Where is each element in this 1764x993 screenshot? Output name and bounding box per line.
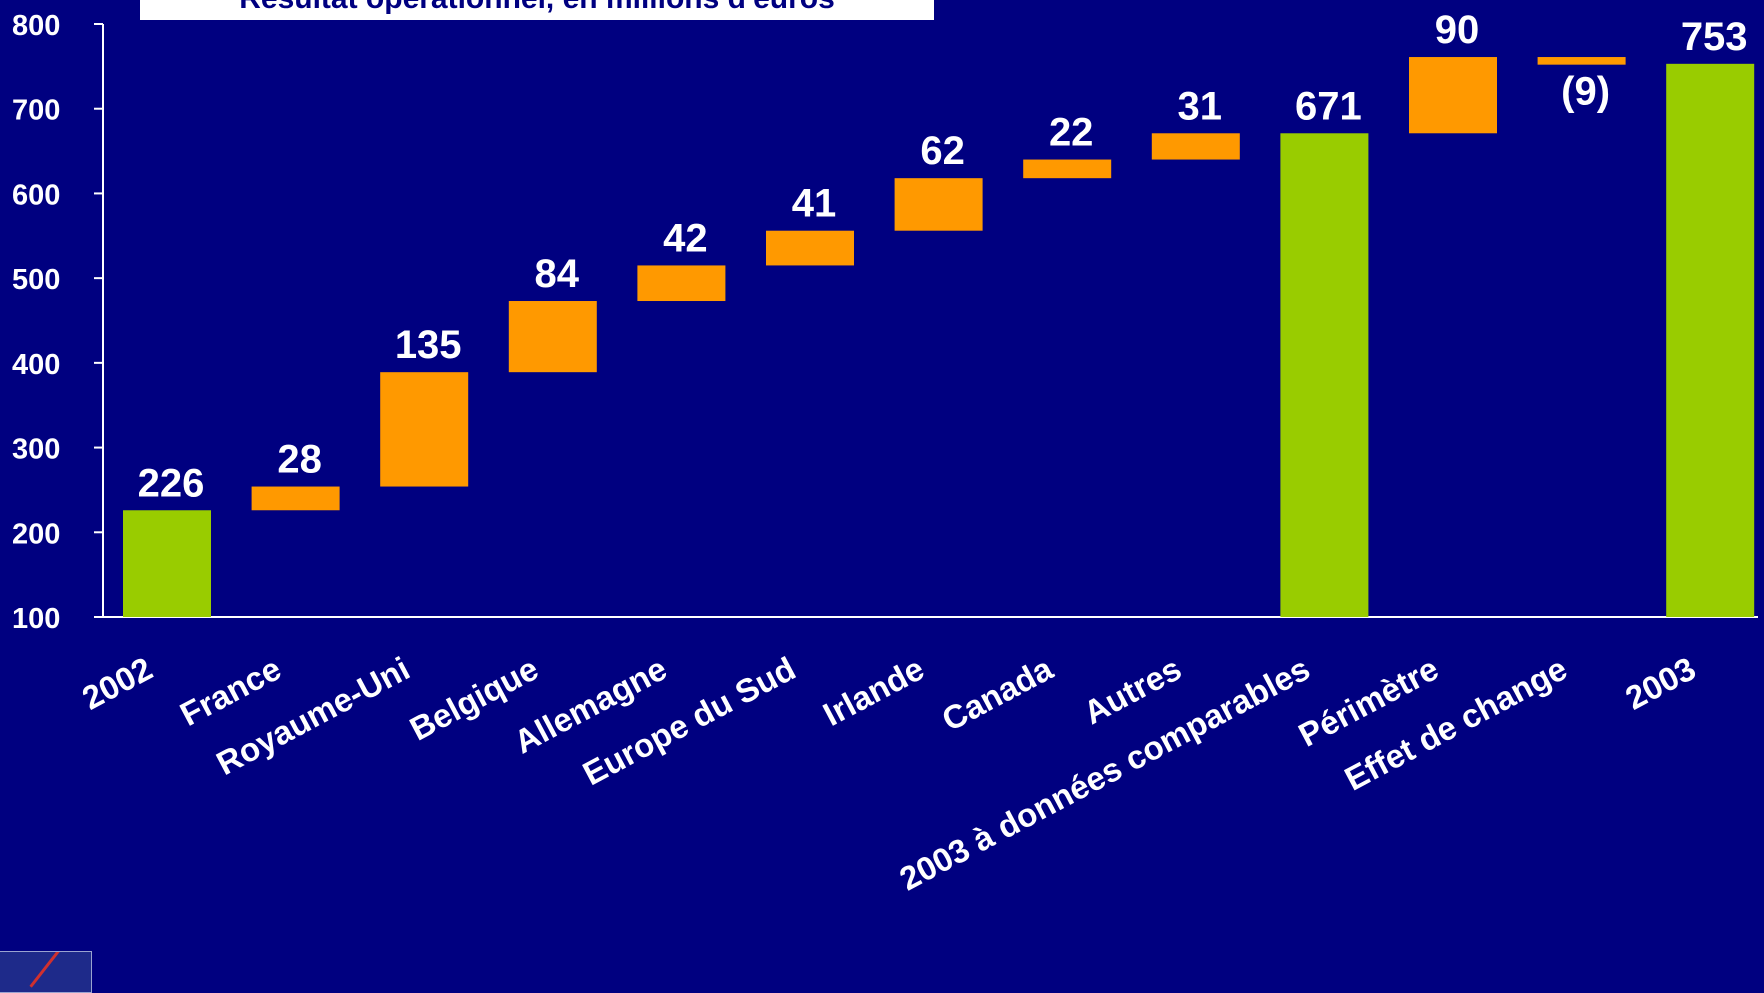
category-label: Canada [936,649,1059,738]
category-label: Effet de change [1339,650,1573,798]
data-label: 22 [1049,111,1094,155]
y-tick-label: 800 [12,10,60,42]
data-label: 671 [1295,84,1362,128]
y-tick-label: 200 [12,518,60,550]
category-label: Irlande [817,650,930,733]
data-label: 90 [1435,8,1480,52]
delta-bar [1151,133,1240,160]
data-label: 84 [535,252,580,296]
delta-bar [637,265,726,302]
delta-bar [894,178,983,231]
delta-bar [508,301,597,373]
delta-bar [251,486,340,511]
y-tick-label: 600 [12,179,60,211]
data-label: 31 [1178,84,1223,128]
category-label: Europe du Sud [577,650,802,793]
delta-bar [1537,57,1626,65]
y-tick-label: 400 [12,349,60,381]
delta-bar [380,372,469,487]
data-label: 226 [138,461,205,505]
data-label: 135 [395,323,462,367]
total-bar [123,510,211,617]
total-bar [1666,63,1755,617]
y-tick-label: 700 [12,95,60,127]
data-label: 28 [277,438,322,482]
delta-bar [766,230,854,266]
data-label: 62 [920,129,965,173]
data-label: 42 [663,216,708,260]
category-label: 2002 [76,650,158,717]
y-tick-label: 100 [12,603,60,635]
total-bar [1280,133,1369,617]
y-tick-label: 500 [12,264,60,296]
y-tick-label: 300 [12,434,60,466]
category-label: 2003 [1619,650,1701,717]
chart-title: Résultat opérationnel, en millions d'eur… [140,0,934,20]
data-label: 41 [792,182,837,226]
data-label: (9) [1561,70,1610,114]
delta-bar [1409,57,1497,134]
delta-bar [1023,159,1112,179]
corporate-logo-icon [0,951,92,993]
data-label: 753 [1681,15,1748,59]
